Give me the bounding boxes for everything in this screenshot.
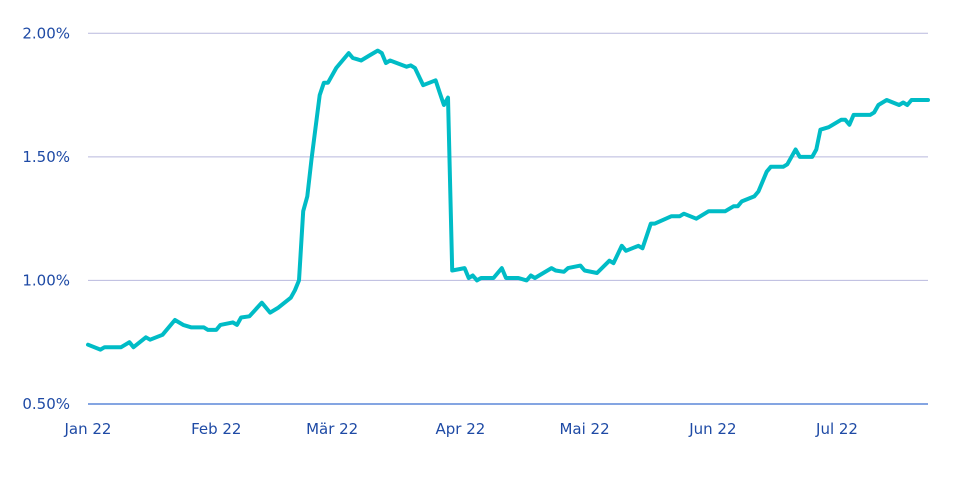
x-tick-label: Mai 22 (559, 420, 609, 438)
x-tick-label: Jun 22 (688, 420, 736, 438)
x-tick-label: Mär 22 (306, 420, 358, 438)
y-axis-tick-labels: 0.50% 1.00% 1.50% 2.00% (22, 24, 70, 413)
y-tick-label: 1.00% (22, 271, 70, 289)
x-tick-label: Jan 22 (64, 420, 112, 438)
gridlines (88, 32, 928, 405)
x-axis-tick-labels: Jan 22 Feb 22 Mär 22 Apr 22 Mai 22 Jun 22 Jul … (64, 420, 858, 438)
y-tick-label: 2.00% (22, 24, 70, 42)
x-tick-label: Jul 22 (815, 420, 858, 438)
series-line (86, 48, 930, 352)
y-tick-label: 0.50% (22, 395, 70, 413)
x-tick-label: Apr 22 (436, 420, 486, 438)
y-tick-label: 1.50% (22, 148, 70, 166)
x-tick-label: Feb 22 (191, 420, 241, 438)
